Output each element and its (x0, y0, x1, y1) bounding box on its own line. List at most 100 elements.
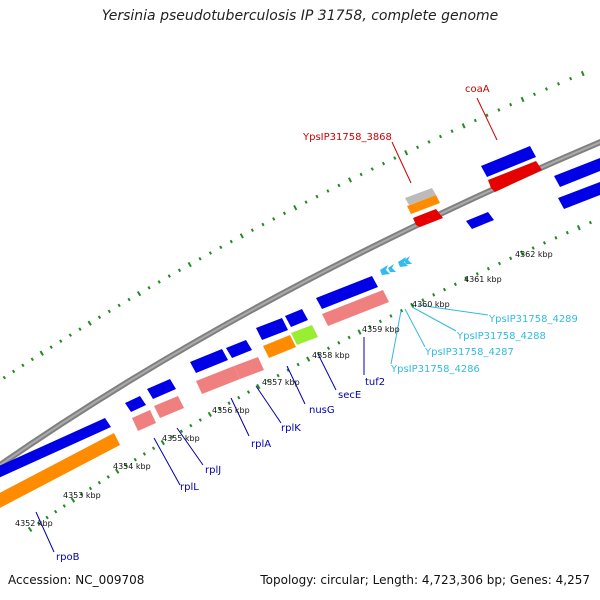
tick-mark (250, 228, 254, 232)
tick-mark (114, 468, 120, 474)
tick-mark (167, 274, 171, 278)
tick-mark (272, 217, 276, 221)
gene-blue-2[interactable] (147, 379, 176, 399)
gene-label-4287[interactable]: YpsIP31758_4287 (424, 347, 514, 358)
tick-mark (97, 315, 102, 320)
tick-mark (588, 220, 592, 225)
gene-blue-6[interactable] (285, 309, 308, 327)
gene-label-rpob[interactable]: rpoB (56, 552, 80, 563)
tick-mark (404, 149, 409, 156)
gene-pink-2[interactable] (154, 396, 184, 418)
gene-red-coaa[interactable] (488, 161, 542, 192)
gene-blue-small-466[interactable] (466, 212, 494, 229)
kbp-label-4359: 4359 kbp (362, 325, 400, 334)
gene-rpob-blue[interactable] (0, 418, 111, 479)
tick-mark (59, 339, 63, 343)
tick-mark (337, 341, 341, 345)
tick-mark (80, 492, 84, 497)
gene-blue-5[interactable] (256, 318, 288, 340)
tick-mark (189, 423, 193, 428)
kbp-label-4361: 4361 kbp (464, 275, 502, 284)
tick-mark (531, 246, 535, 250)
gene-orange-5[interactable] (263, 335, 296, 358)
tick-mark (326, 346, 331, 351)
tick-mark (569, 76, 573, 81)
tick-mark (198, 418, 202, 422)
gene-label-coaa[interactable]: coaA (465, 84, 490, 95)
gene-label-sece[interactable]: secE (338, 390, 361, 401)
gene-rpob-orange[interactable] (0, 433, 120, 510)
gene-green-5[interactable] (291, 325, 318, 345)
tick-mark (520, 96, 525, 103)
tick-mark (282, 211, 287, 216)
tick-rows (2, 70, 592, 532)
gene-pink-4[interactable] (234, 357, 264, 379)
gene-blue-4[interactable] (226, 340, 252, 358)
tick-mark (519, 250, 524, 256)
tick-mark (486, 266, 490, 271)
tick-mark (70, 497, 76, 503)
tick-mark (198, 256, 202, 261)
gene-label-rplk[interactable]: rplK (281, 423, 301, 434)
tick-mark (576, 224, 581, 231)
gene-orange-3868[interactable] (407, 195, 440, 214)
gene-pink-1[interactable] (132, 410, 156, 431)
gene-features (0, 146, 600, 510)
gene-blue-tuf2[interactable] (316, 276, 378, 309)
gene-label-4288[interactable]: YpsIP31758_4288 (456, 331, 546, 342)
tick-mark (347, 335, 351, 340)
gene-pink-tuf2[interactable] (322, 290, 389, 326)
gene-label-nusg[interactable]: nusG (309, 405, 335, 416)
tick-mark (160, 439, 165, 446)
gene-label-4286[interactable]: YpsIP31758_4286 (390, 364, 480, 375)
gene-pink-3[interactable] (196, 366, 240, 394)
tick-mark (107, 309, 111, 314)
tick-mark (473, 118, 477, 123)
tick-mark (497, 108, 501, 112)
kbp-label-4352: 4352 kbp (15, 519, 53, 528)
tick-mark (348, 177, 353, 183)
gene-blue-3[interactable] (190, 349, 228, 373)
tick-mark (293, 205, 298, 211)
gene-label-3868[interactable]: YpsIP31758_3868 (302, 132, 392, 143)
gene-grey-3868[interactable] (405, 188, 436, 205)
tick-mark (136, 290, 142, 297)
tick-mark (117, 303, 121, 308)
tick-mark (542, 241, 547, 245)
tick-mark (45, 515, 49, 520)
tick-mark (509, 256, 513, 261)
genome-backbone (0, 138, 600, 469)
kbp-label-4356: 4356 kbp (212, 406, 250, 415)
gene-label-rpll[interactable]: rplL (180, 482, 199, 493)
gene-blue-edge-2[interactable] (558, 182, 600, 209)
kbp-label-4353: 4353 kbp (63, 491, 101, 500)
kbp-label-4354: 4354 kbp (113, 462, 151, 471)
tick-mark (106, 475, 110, 479)
tick-mark (227, 401, 231, 406)
tick-mark (177, 268, 182, 273)
gene-blue-coaa[interactable] (481, 146, 536, 177)
tick-mark (544, 87, 548, 91)
gene-label-rpla[interactable]: rplA (251, 439, 271, 450)
tick-mark (142, 452, 147, 456)
gene-blue-edge-1[interactable] (554, 158, 600, 187)
tick-mark (179, 429, 184, 434)
kbp-label-4362: 4362 kbp (515, 250, 553, 259)
tick-mark (151, 446, 156, 451)
tick-mark (170, 435, 174, 439)
gene-label-tuf2[interactable]: tuf2 (365, 377, 385, 388)
tick-mark (461, 123, 466, 129)
gene-label-rplj[interactable]: rplJ (205, 465, 221, 476)
tick-mark (11, 369, 16, 374)
tick-mark (127, 297, 131, 302)
tick-mark (88, 486, 93, 491)
tick-mark (326, 189, 330, 193)
gene-label-4289[interactable]: YpsIP31758_4289 (488, 314, 578, 325)
tick-mark (62, 504, 66, 508)
gene-red-3868[interactable] (413, 209, 443, 227)
tick-mark (68, 333, 72, 337)
tick-mark (442, 287, 447, 292)
gene-small-blue-1[interactable] (125, 396, 146, 412)
tick-mark (187, 261, 192, 268)
kbp-label-4357: 4357 kbp (262, 378, 300, 387)
